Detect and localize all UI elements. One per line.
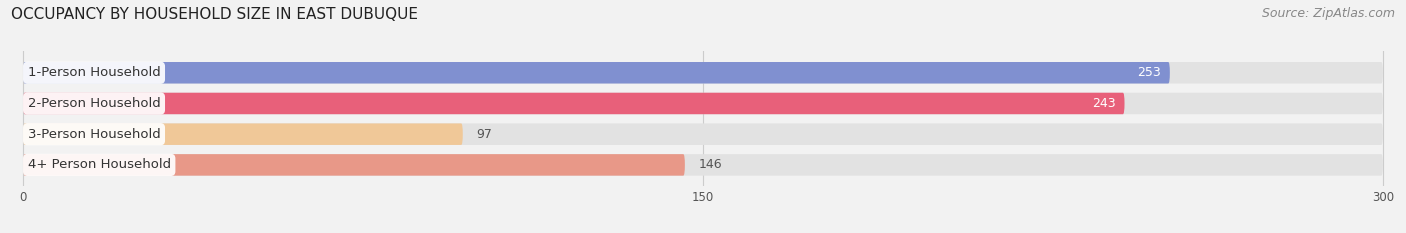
Text: 2-Person Household: 2-Person Household	[28, 97, 160, 110]
Text: 146: 146	[699, 158, 723, 171]
Text: 1-Person Household: 1-Person Household	[28, 66, 160, 79]
FancyBboxPatch shape	[22, 93, 1125, 114]
FancyBboxPatch shape	[22, 123, 463, 145]
FancyBboxPatch shape	[22, 154, 1384, 176]
Text: Source: ZipAtlas.com: Source: ZipAtlas.com	[1261, 7, 1395, 20]
FancyBboxPatch shape	[22, 62, 1384, 83]
FancyBboxPatch shape	[22, 62, 1170, 83]
FancyBboxPatch shape	[22, 123, 1384, 145]
Text: 3-Person Household: 3-Person Household	[28, 128, 160, 141]
Text: 253: 253	[1137, 66, 1161, 79]
Text: OCCUPANCY BY HOUSEHOLD SIZE IN EAST DUBUQUE: OCCUPANCY BY HOUSEHOLD SIZE IN EAST DUBU…	[11, 7, 418, 22]
Text: 97: 97	[477, 128, 492, 141]
Text: 243: 243	[1092, 97, 1115, 110]
Text: 4+ Person Household: 4+ Person Household	[28, 158, 170, 171]
FancyBboxPatch shape	[22, 93, 1384, 114]
FancyBboxPatch shape	[22, 154, 685, 176]
